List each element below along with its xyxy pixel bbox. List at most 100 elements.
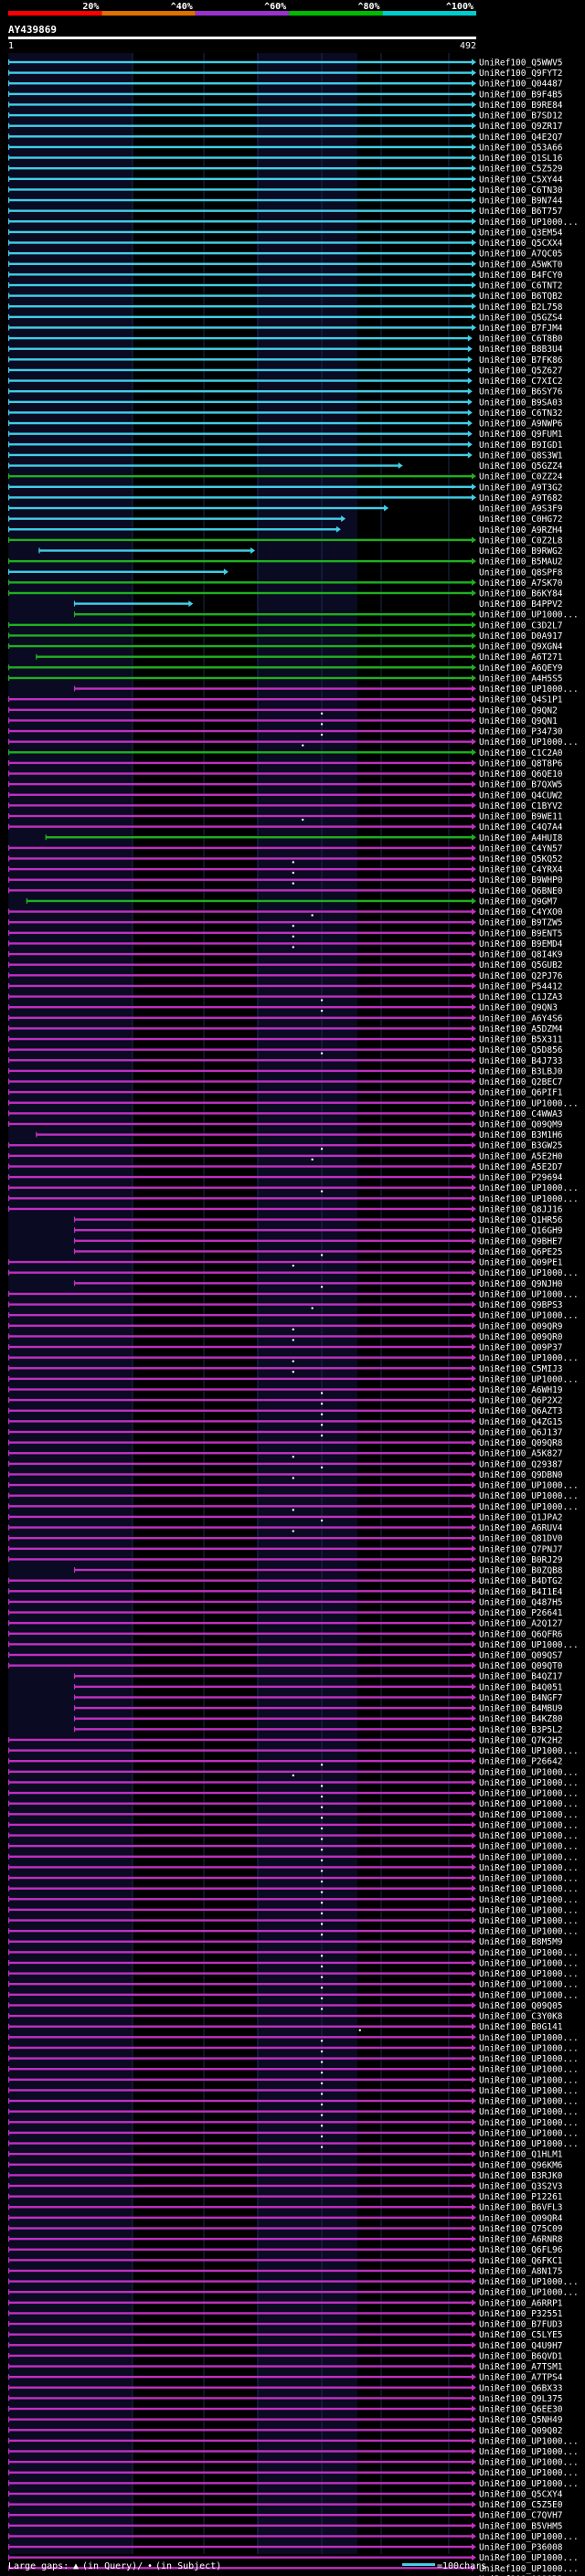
hit-label[interactable]: UniRef100_Q6J137: [479, 1427, 563, 1437]
hit-label[interactable]: UniRef100_Q4CUW2: [479, 790, 563, 800]
hit-bar[interactable]: [8, 2333, 473, 2336]
hit-bar[interactable]: [8, 60, 473, 64]
hit-label[interactable]: UniRef100_Q6QE10: [479, 769, 563, 779]
hit-bar[interactable]: [8, 2163, 473, 2166]
hit-bar[interactable]: [8, 1919, 473, 1922]
hit-label[interactable]: UniRef100_UP1000...: [479, 1289, 579, 1299]
hit-bar[interactable]: [8, 167, 473, 170]
hit-bar[interactable]: [8, 974, 473, 977]
hit-label[interactable]: UniRef100_A6RRP1: [479, 2298, 563, 2308]
hit-bar[interactable]: [8, 1515, 473, 1519]
hit-label[interactable]: UniRef100_B6VFL3: [479, 2203, 563, 2213]
hit-label[interactable]: UniRef100_Q09Q02: [479, 2426, 563, 2436]
hit-bar[interactable]: [8, 1292, 473, 1296]
hit-label[interactable]: UniRef100_UP1000...: [479, 2479, 579, 2489]
hit-label[interactable]: UniRef100_A9RZH4: [479, 525, 563, 535]
hit-label[interactable]: UniRef100_A6Y4S6: [479, 1013, 563, 1023]
hit-bar[interactable]: [8, 2556, 473, 2559]
hit-bar[interactable]: [8, 2301, 473, 2305]
hit-bar[interactable]: [8, 984, 473, 988]
hit-bar[interactable]: [8, 698, 473, 701]
hit-bar[interactable]: [8, 1558, 473, 1561]
hit-bar[interactable]: [8, 538, 473, 542]
hit-bar[interactable]: [8, 1781, 473, 1784]
hit-label[interactable]: UniRef100_A6QEY9: [479, 663, 563, 673]
hit-label[interactable]: UniRef100_Q8S3W1: [479, 451, 563, 461]
hit-label[interactable]: UniRef100_UP1000...: [479, 684, 579, 694]
hit-label[interactable]: UniRef100_UP1000...: [479, 1916, 579, 1926]
hit-bar[interactable]: [8, 931, 473, 935]
hit-bar[interactable]: [8, 2057, 473, 2060]
hit-label[interactable]: UniRef100_UP1000...: [479, 2128, 579, 2138]
hit-label[interactable]: UniRef100_C7XIC2: [479, 376, 563, 387]
hit-bar[interactable]: [73, 1675, 473, 1678]
hit-label[interactable]: UniRef100_UP1000...: [479, 2118, 579, 2128]
hit-bar[interactable]: [8, 751, 473, 754]
hit-label[interactable]: UniRef100_Q5GUB2: [479, 960, 563, 970]
hit-bar[interactable]: [8, 2535, 473, 2538]
hit-bar[interactable]: [8, 135, 473, 138]
hit-bar[interactable]: [8, 793, 473, 796]
hit-label[interactable]: UniRef100_Q4S1P1: [479, 695, 563, 705]
hit-bar[interactable]: [8, 1494, 473, 1497]
hit-label[interactable]: UniRef100_UP1000...: [479, 1311, 579, 1321]
hit-label[interactable]: UniRef100_UP1000...: [479, 2532, 579, 2542]
hit-bar[interactable]: [8, 2004, 473, 2007]
hit-bar[interactable]: [8, 474, 473, 478]
hit-label[interactable]: UniRef100_Q487H5: [479, 1597, 563, 1607]
hit-label[interactable]: UniRef100_Q09PE1: [479, 1258, 563, 1268]
hit-label[interactable]: UniRef100_B3P5L2: [479, 1725, 563, 1735]
hit-bar[interactable]: [8, 1409, 473, 1412]
hit-label[interactable]: UniRef100_A5E2H0: [479, 1151, 563, 1161]
hit-label[interactable]: UniRef100_Q09QR8: [479, 1438, 563, 1448]
hit-label[interactable]: UniRef100_A5K827: [479, 1449, 563, 1459]
hit-bar[interactable]: [8, 1069, 473, 1073]
hit-bar[interactable]: [8, 1027, 473, 1030]
hit-label[interactable]: UniRef100_UP1000...: [479, 2043, 579, 2053]
hit-label[interactable]: UniRef100_B3GW25: [479, 1141, 563, 1151]
hit-bar[interactable]: [8, 740, 473, 743]
hit-label[interactable]: UniRef100_Q6EE30: [479, 2405, 563, 2415]
hit-label[interactable]: UniRef100_B9N744: [479, 196, 563, 207]
hit-label[interactable]: UniRef100_UP1000...: [479, 1969, 579, 1979]
hit-bar[interactable]: [8, 623, 473, 627]
hit-label[interactable]: UniRef100_UP1000...: [479, 1789, 579, 1799]
hit-label[interactable]: UniRef100_Q9FYT2: [479, 69, 563, 79]
hit-label[interactable]: UniRef100_Q9BHE7: [479, 1236, 563, 1246]
hit-label[interactable]: UniRef100_Q8T8P6: [479, 758, 563, 769]
hit-label[interactable]: UniRef100_UP1000...: [479, 1895, 579, 1905]
hit-label[interactable]: UniRef100_A6RNR8: [479, 2235, 563, 2245]
hit-label[interactable]: UniRef100_UP1000...: [479, 1927, 579, 1937]
hit-label[interactable]: UniRef100_Q9DBN0: [479, 1470, 563, 1480]
hit-label[interactable]: UniRef100_B4I1E4: [479, 1587, 563, 1597]
hit-label[interactable]: UniRef100_Q6BNE0: [479, 886, 563, 896]
hit-bar[interactable]: [8, 496, 473, 499]
hit-label[interactable]: UniRef100_UP1000...: [479, 2065, 579, 2075]
hit-label[interactable]: UniRef100_UP1000...: [479, 1640, 579, 1650]
hit-bar[interactable]: [8, 1335, 473, 1338]
hit-label[interactable]: UniRef100_Q9L375: [479, 2394, 563, 2404]
hit-label[interactable]: UniRef100_B6TQB2: [479, 292, 563, 302]
hit-bar[interactable]: [8, 1165, 473, 1168]
hit-bar[interactable]: [73, 1282, 473, 1285]
hit-label[interactable]: UniRef100_Q96KM6: [479, 2160, 563, 2170]
hit-bar[interactable]: [8, 2365, 473, 2368]
hit-bar[interactable]: [8, 103, 473, 106]
hit-bar[interactable]: [8, 2269, 473, 2273]
hit-label[interactable]: UniRef100_P34730: [479, 727, 563, 737]
hit-label[interactable]: UniRef100_Q9QN3: [479, 1003, 558, 1013]
hit-label[interactable]: UniRef100_UP1000...: [479, 2436, 579, 2446]
hit-label[interactable]: UniRef100_Q5GZZ4: [479, 461, 563, 472]
hit-bar[interactable]: [8, 2503, 473, 2506]
hit-bar[interactable]: [8, 804, 473, 807]
hit-label[interactable]: UniRef100_UP1000...: [479, 1948, 579, 1958]
hit-label[interactable]: UniRef100_Q53A66: [479, 143, 563, 153]
hit-bar[interactable]: [8, 251, 473, 255]
hit-label[interactable]: UniRef100_A2Q127: [479, 1619, 563, 1629]
hit-bar[interactable]: [8, 2078, 473, 2081]
hit-bar[interactable]: [8, 2407, 473, 2411]
hit-label[interactable]: UniRef100_A6WH19: [479, 1385, 563, 1395]
hit-bar[interactable]: [8, 1866, 473, 1869]
hit-label[interactable]: UniRef100_B9WHP0: [479, 875, 563, 885]
hit-bar[interactable]: [8, 71, 473, 74]
